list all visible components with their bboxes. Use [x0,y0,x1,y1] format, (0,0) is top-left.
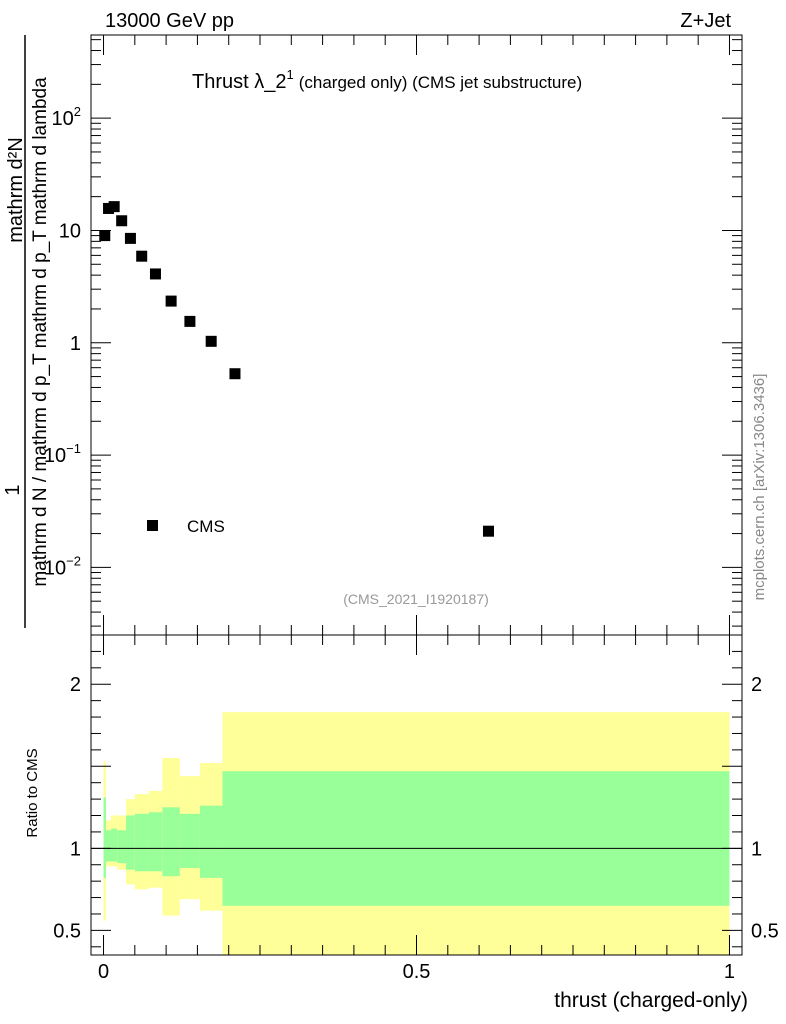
header-left: 13000 GeV pp [105,10,234,32]
main-axis-ticks: 10−2 10−1 1 10 102 [44,35,742,635]
cms-data-point [184,315,196,327]
main-y-tick-label: 102 [52,104,81,130]
ratio-y-tick-label-left: 2 [70,674,81,696]
cms-data-point [149,268,161,280]
ratio-y-axis-label: Ratio to CMS [24,748,41,837]
mcplots-reference: mcplots.cern.ch [arXiv:1306.3436] [751,374,768,601]
ratio-inner-band [103,797,107,878]
ratio-y-tick-label-left: 0.5 [53,920,81,942]
ratio-bands [91,712,742,955]
ratio-inner-band [134,813,149,872]
cms-data-point [136,250,148,262]
ratio-y-tick-label-left: 1 [70,838,81,860]
cms-data-point [229,368,241,380]
ratio-inner-band [117,830,127,864]
header-right: Z+Jet [680,10,731,32]
main-y-tick-label: 10−1 [44,441,81,467]
x-tick-label: 0.5 [403,961,431,983]
ratio-inner-band [162,807,180,877]
ratio-y-tick-label-right: 0.5 [751,920,779,942]
ratio-inner-band [148,812,163,872]
x-tick-label: 0 [98,961,109,983]
cms-data-points [99,201,494,537]
cms-data-point [99,230,111,242]
ratio-inner-band [244,771,730,906]
ratio-inner-band [126,815,135,870]
legend-label-cms: CMS [187,517,225,536]
cms-data-point [116,215,128,227]
ylabel-numerator: mathrm d²N [5,137,27,243]
analysis-label: (CMS_2021_I1920187) [343,591,489,607]
ratio-inner-band [106,830,112,862]
main-y-tick-label: 10−2 [44,553,81,579]
ratio-inner-band [111,828,118,862]
cms-data-point [108,201,120,213]
cms-data-point [124,232,136,244]
ylabel-one: 1 [2,484,24,495]
plot-title: Thrust λ_21 (charged only) (CMS jet subst… [192,67,582,93]
ratio-axis-ticks: 0.5 0.5 1 1 2 2 0 0.5 1 [53,635,779,983]
main-y-axis-label: 1 mathrm d²N mathrm d N / mathrm d p_T m… [2,35,51,628]
x-tick-label: 1 [724,961,735,983]
ratio-y-tick-label-right: 2 [751,674,762,696]
main-y-tick-label: 1 [70,333,81,355]
main-plot-frame [90,34,743,636]
main-y-tick-label: 10 [59,220,81,242]
cms-data-point [482,525,494,537]
cms-data-point [165,295,177,307]
ratio-inner-band [222,771,245,906]
ratio-y-tick-label-right: 1 [751,838,762,860]
legend-marker-cms [147,520,158,531]
ylabel-denominator: mathrm d N / mathrm d p_T mathrm d p_T m… [30,77,51,587]
cms-data-point [103,202,115,214]
x-axis-label: thrust (charged-only) [554,989,748,1012]
ratio-plot-frame [90,634,743,956]
ratio-inner-band [179,813,200,869]
cms-data-point [205,335,217,347]
ratio-inner-band [199,805,223,878]
